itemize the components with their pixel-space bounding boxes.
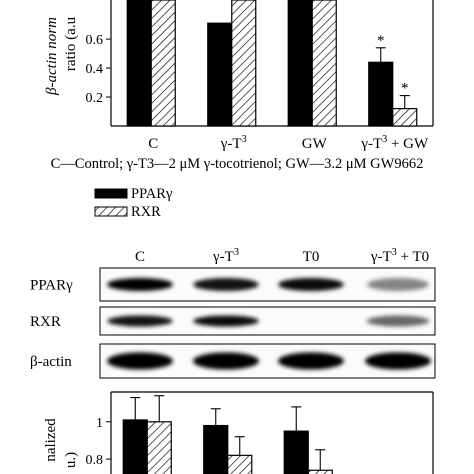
chart1-bar-ppar-t3-gw [368,61,394,127]
blot-lane-label-t0: T0 [303,249,320,265]
blot-band-ppar-lane-3 [278,278,344,291]
chart1-bar-rxr-t3-gw [392,108,418,127]
chart2-bar-rxr-t0 [307,469,333,474]
chart1-significance-star: * [401,81,409,97]
blot-lane-label-c: C [135,249,145,265]
chart1-ylabel-line1: β-actin norm [44,17,60,96]
legend-swatch-rxr [94,206,128,217]
blot-row-label-ppar: PPARγ [30,278,73,294]
blot-lane-label-t3: γ-T3 [212,247,239,265]
legend-label-ppar: PPARγ [131,186,173,202]
chart1-ytick-label: 0.2 [86,91,104,106]
chart1-ytick-label: 0.6 [86,33,104,48]
chart1-bar-ppar-t3 [207,22,233,127]
blot-band-actin-lane-2 [193,352,259,370]
chart1-category-c: C [148,136,158,152]
chart2-bar-rxr-t3 [227,454,253,474]
chart1-bar-rxr-t3 [231,0,257,127]
chart2-bar-ppar-c [122,419,148,474]
chart2-ylabel-line1: nalized [43,418,59,462]
chart-top: 0.2 0.4 0.6 β-actin norm ratio (a.u C γ-T3 GW γ-… [44,0,434,152]
chart2-bar-ppar-t0 [283,430,309,474]
chart1-bar-rxr-gw [311,0,337,127]
chart1-significance-star: * [377,33,385,49]
blot-band-rxr-lane-1 [107,315,173,327]
chart1-bar-rxr-c [150,0,176,127]
chart1-category-t3-gw: γ-T3 + GW [360,134,429,152]
chart1-ylabel-line2: ratio (a.u [63,16,79,71]
chart1-category-t3: γ-T3 [220,134,247,152]
chart2-ylabel-line2: u.) [63,452,79,468]
blot-band-actin-lane-3 [278,352,344,370]
chart2-bar-ppar-t3 [203,424,229,474]
chart1-ytick-label: 0.4 [86,62,104,77]
blot-band-ppar-lane-2 [193,278,259,291]
blot-band-ppar-lane-4 [367,278,429,291]
chart-bottom: 0.8 1 nalized u.) [43,391,434,474]
blot-band-ppar-lane-1 [107,278,173,291]
blot-row-label-actin: β-actin [30,354,72,370]
legend-swatch-ppar [94,188,128,199]
chart2-bar-rxr-c [146,421,172,474]
legend-label-rxr: RXR [131,204,161,220]
chart2-ytick-label: 0.8 [86,453,104,468]
legend: PPARγ RXR [94,186,173,220]
chart1-bar-ppar-gw [287,0,313,127]
blot-band-actin-lane-4 [365,352,431,370]
blot-row-label-rxr: RXR [30,314,61,330]
chart1-bar-ppar-c [126,0,152,127]
footnote-text: C—Control; γ-T3—2 μM γ-tocotrienol; GW—3… [51,156,424,172]
blot-band-actin-lane-1 [107,352,173,370]
footnote: C—Control; γ-T3—2 μM γ-tocotrienol; GW—3… [51,156,424,172]
blot-band-rxr-lane-4 [366,315,430,327]
blot-band-rxr-lane-2 [193,315,259,327]
chart2-ytick-label: 1 [96,416,103,431]
chart1-category-gw: GW [302,136,328,152]
blot-lane-label-t3-t0: γ-T3 + T0 [370,247,429,265]
